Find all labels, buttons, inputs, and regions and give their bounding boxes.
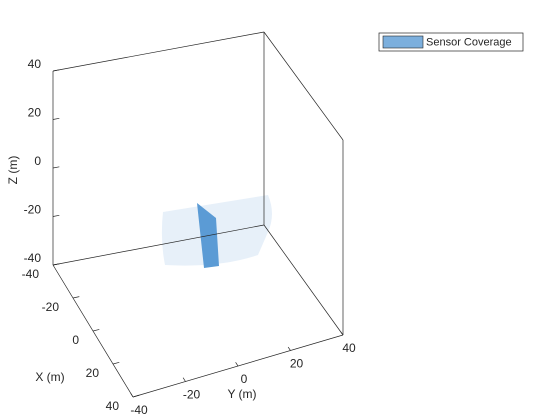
y-tick	[235, 362, 239, 367]
z-tick-label: -40	[24, 251, 42, 265]
y-axis-label: Y (m)	[227, 387, 256, 401]
legend-swatch	[382, 35, 424, 49]
y-tick	[340, 331, 344, 336]
box-edge	[263, 224, 344, 336]
x-tick	[92, 329, 100, 332]
y-tick	[130, 392, 134, 398]
y-tick-label: 0	[241, 372, 248, 386]
y-tick	[287, 346, 291, 351]
box-edge	[52, 224, 265, 266]
z-tick-label: 0	[34, 154, 41, 168]
y-tick-label: -20	[183, 388, 201, 402]
x-tick	[72, 296, 80, 299]
x-axis-label: X (m)	[35, 370, 64, 384]
z-tick	[52, 166, 60, 169]
y-tick-label: 40	[342, 341, 356, 355]
legend: Sensor Coverage	[378, 32, 524, 52]
x-tick-label: -40	[22, 267, 40, 281]
z-tick	[52, 214, 60, 217]
y-tick-label: -40	[130, 403, 148, 417]
z-tick-label: -20	[24, 203, 42, 217]
z-tick	[52, 69, 60, 72]
z-tick-label: 40	[28, 57, 42, 71]
x-tick-label: 20	[86, 366, 100, 380]
z-axis-label: Z (m)	[6, 156, 20, 185]
box-edge	[263, 31, 344, 141]
x-tick	[112, 361, 120, 365]
z-tick-label: 20	[28, 106, 42, 120]
z-tick	[52, 263, 60, 266]
y-tick-label: 20	[290, 357, 304, 371]
x-tick-label: -20	[42, 300, 60, 314]
x-tick	[132, 394, 140, 398]
y-tick	[182, 377, 186, 382]
coverage-region	[161, 195, 272, 266]
x-tick-label: 40	[106, 399, 120, 413]
z-tick	[52, 117, 60, 120]
x-tick-label: 0	[72, 333, 79, 347]
box-edge	[52, 31, 265, 72]
legend-label: Sensor Coverage	[426, 36, 512, 48]
